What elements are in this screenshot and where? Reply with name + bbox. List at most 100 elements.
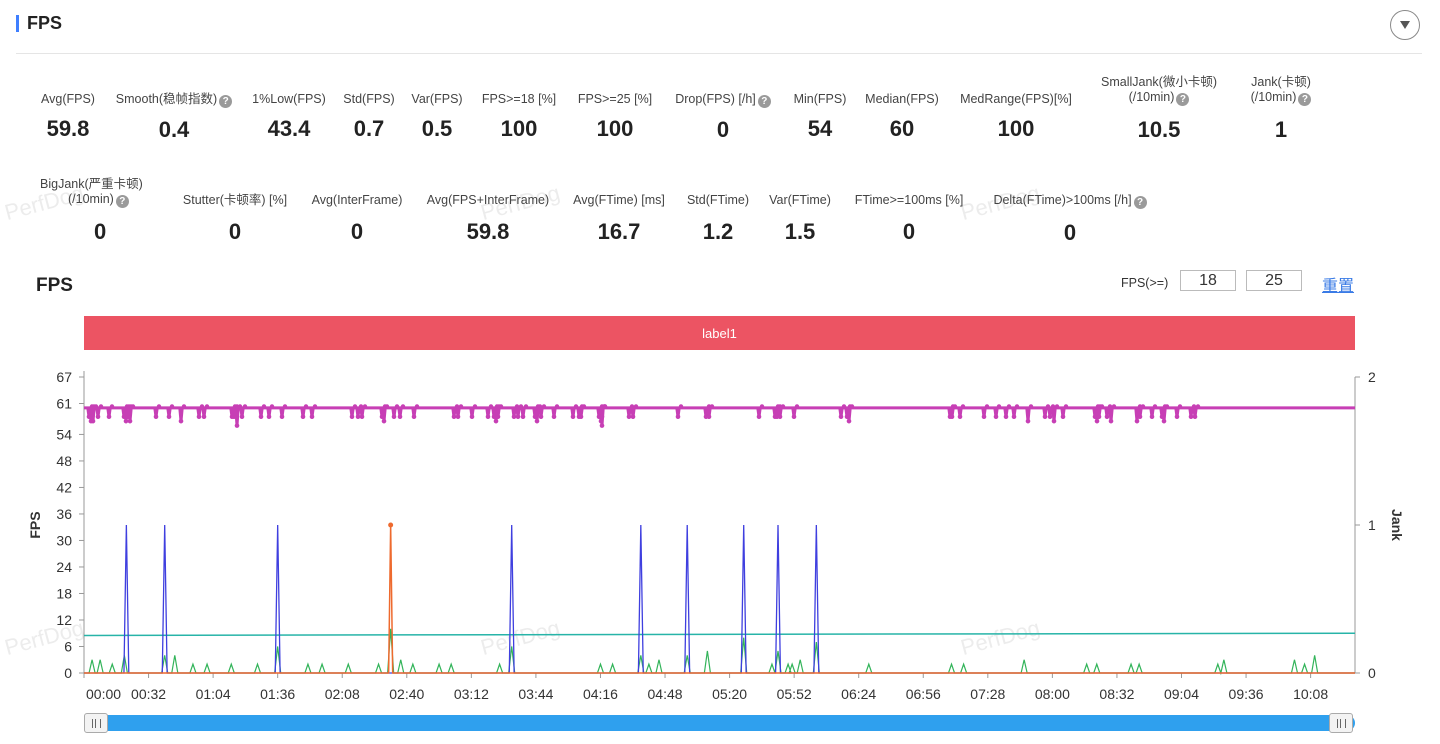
fps-point [123, 418, 129, 424]
metric-value: 1 [1274, 117, 1288, 142]
fps-threshold-input-2[interactable] [1246, 270, 1302, 291]
metric-small-jank: SmallJank(微小卡顿) (/10min)? 10.5 [1086, 75, 1232, 143]
fps-point [1006, 404, 1012, 409]
y-tick-label: 36 [56, 506, 72, 522]
fps-point [1137, 414, 1143, 420]
fps-point [949, 414, 955, 420]
time-range-slider[interactable] [84, 713, 1355, 733]
fps-threshold-input-1[interactable] [1180, 270, 1236, 291]
metric-label: FTime>=100ms [%] [854, 193, 964, 207]
metric-var-ftime: Var(FTime) 1.5 [764, 193, 836, 245]
metric-value: 43.4 [267, 116, 311, 141]
help-icon[interactable]: ? [1176, 93, 1190, 106]
metric-std-ftime: Std(FTime) 1.2 [682, 193, 754, 245]
y-axis-title: FPS [27, 511, 43, 538]
fps-point [498, 404, 504, 409]
y2-tick-label: 2 [1368, 369, 1376, 385]
metric-value: 100 [596, 116, 634, 141]
fps-point [523, 404, 529, 409]
fps-point [759, 404, 765, 409]
fps-point [541, 404, 547, 409]
fps-point [300, 414, 306, 420]
jank-series [84, 524, 1355, 674]
fps-point [400, 404, 406, 409]
metric-smooth: Smooth(稳帧指数)? 0.4 [108, 92, 240, 143]
y-tick-label: 24 [56, 559, 72, 575]
label-bar[interactable]: label1 [84, 316, 1355, 350]
metric-drop-fps: Drop(FPS) [/h]? 0 [668, 92, 778, 143]
metric-avg-fps: Avg(FPS) 59.8 [30, 92, 106, 142]
fps-point [90, 418, 96, 424]
section-accent-bar [16, 15, 19, 32]
metric-big-jank: BigJank(严重卡顿) (/10min)? 0 [30, 177, 174, 245]
metric-label: Stutter(卡顿率) [%] [182, 193, 288, 207]
reset-link[interactable]: 重置 [1322, 278, 1355, 295]
x-tick-label: 00:32 [131, 686, 166, 702]
help-icon[interactable]: ? [219, 95, 233, 108]
fps-point [554, 404, 560, 409]
slider-track [84, 715, 1355, 731]
metric-value: 100 [500, 116, 538, 141]
metric-label: Avg(InterFrame) [311, 193, 403, 207]
fps-point [454, 404, 460, 409]
x-tick-label: 02:08 [325, 686, 360, 702]
metric-label-unit: (/10min) [68, 192, 114, 206]
metric-stutter: Stutter(卡顿率) [%] 0 [176, 193, 294, 245]
x-tick-label: 09:36 [1229, 686, 1264, 702]
help-icon[interactable]: ? [1133, 196, 1147, 209]
metric-value: 0 [228, 219, 242, 244]
fps-point [261, 404, 267, 409]
metric-label: SmallJank(微小卡顿) [1101, 75, 1217, 89]
fps-point [1096, 414, 1102, 420]
metric-label-unit: (/10min) [1250, 90, 1297, 104]
slider-handle-right[interactable] [1329, 713, 1353, 733]
y-tick-label: 6 [64, 638, 72, 654]
fps-point [756, 414, 762, 420]
x-tick-label: 00:00 [86, 686, 121, 702]
fps-point [451, 414, 457, 420]
metric-label: Min(FPS) [793, 92, 847, 106]
fps-point [312, 404, 318, 409]
fps-point [780, 404, 786, 409]
help-icon[interactable]: ? [115, 195, 129, 208]
metric-std-fps: Std(FPS) 0.7 [340, 92, 398, 142]
help-icon[interactable]: ? [757, 95, 771, 108]
fps-point [791, 414, 797, 420]
fps-point [849, 404, 855, 409]
fps-point [844, 414, 850, 420]
metric-value: 0 [902, 219, 916, 244]
metric-label: BigJank(严重卡顿) [40, 177, 143, 191]
fps-point [469, 414, 475, 420]
fps-point [488, 404, 494, 409]
metric-value: 100 [997, 116, 1035, 141]
metric-label: Avg(FTime) [ms] [573, 193, 665, 207]
fps-point [838, 414, 844, 420]
fps-point [86, 414, 92, 420]
fps-point [266, 414, 272, 420]
fps-point [199, 404, 205, 409]
fps-point [981, 414, 987, 420]
fps-point [414, 404, 420, 409]
fps-point [397, 414, 403, 420]
slider-handle-left[interactable] [84, 713, 108, 733]
fps-point [234, 423, 240, 428]
fps-point [1047, 414, 1053, 420]
metric-label-unit: (/10min) [1128, 90, 1175, 104]
fps-point [153, 414, 159, 420]
help-icon[interactable]: ? [1298, 93, 1312, 106]
metric-delta-ftime: Delta(FTime)>100ms [/h]? 0 [982, 193, 1158, 246]
fps-point [1177, 404, 1183, 409]
fps-point [1050, 404, 1056, 409]
y-tick-label: 12 [56, 612, 72, 628]
collapse-button[interactable] [1390, 10, 1420, 40]
fps-point [491, 414, 497, 420]
chart-title: FPS [36, 275, 73, 296]
x-tick-label: 07:28 [970, 686, 1005, 702]
stutter-line [83, 632, 1356, 637]
metric-label: Std(FTime) [686, 193, 750, 207]
metric-label: Smooth(稳帧指数) [115, 92, 218, 106]
fps-point [1195, 404, 1201, 409]
metric-label: Median(FPS) [865, 92, 939, 106]
fps-point [196, 414, 202, 420]
